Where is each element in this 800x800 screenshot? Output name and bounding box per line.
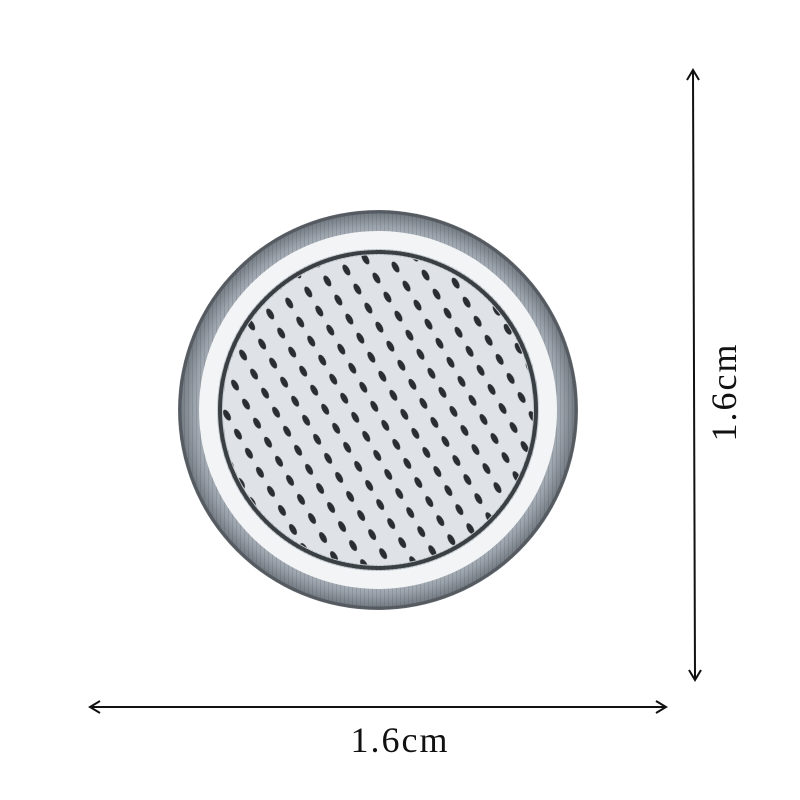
patch-inner-ring xyxy=(199,231,557,589)
arrow-head xyxy=(686,68,700,81)
height-label: 1.6cm xyxy=(704,343,744,442)
height-arrow-line xyxy=(692,71,696,679)
width-label: 1.6cm xyxy=(351,720,450,760)
arrow-head xyxy=(655,700,668,714)
arrow-head xyxy=(88,700,101,714)
patch-ring-line xyxy=(218,250,538,570)
arrow-head xyxy=(688,669,702,682)
patch-edge xyxy=(178,210,578,610)
height-dimension: 1.6cm xyxy=(686,68,744,682)
patch xyxy=(178,210,578,610)
width-dimension: 1.6cm xyxy=(88,700,668,760)
patch-center xyxy=(223,255,533,565)
